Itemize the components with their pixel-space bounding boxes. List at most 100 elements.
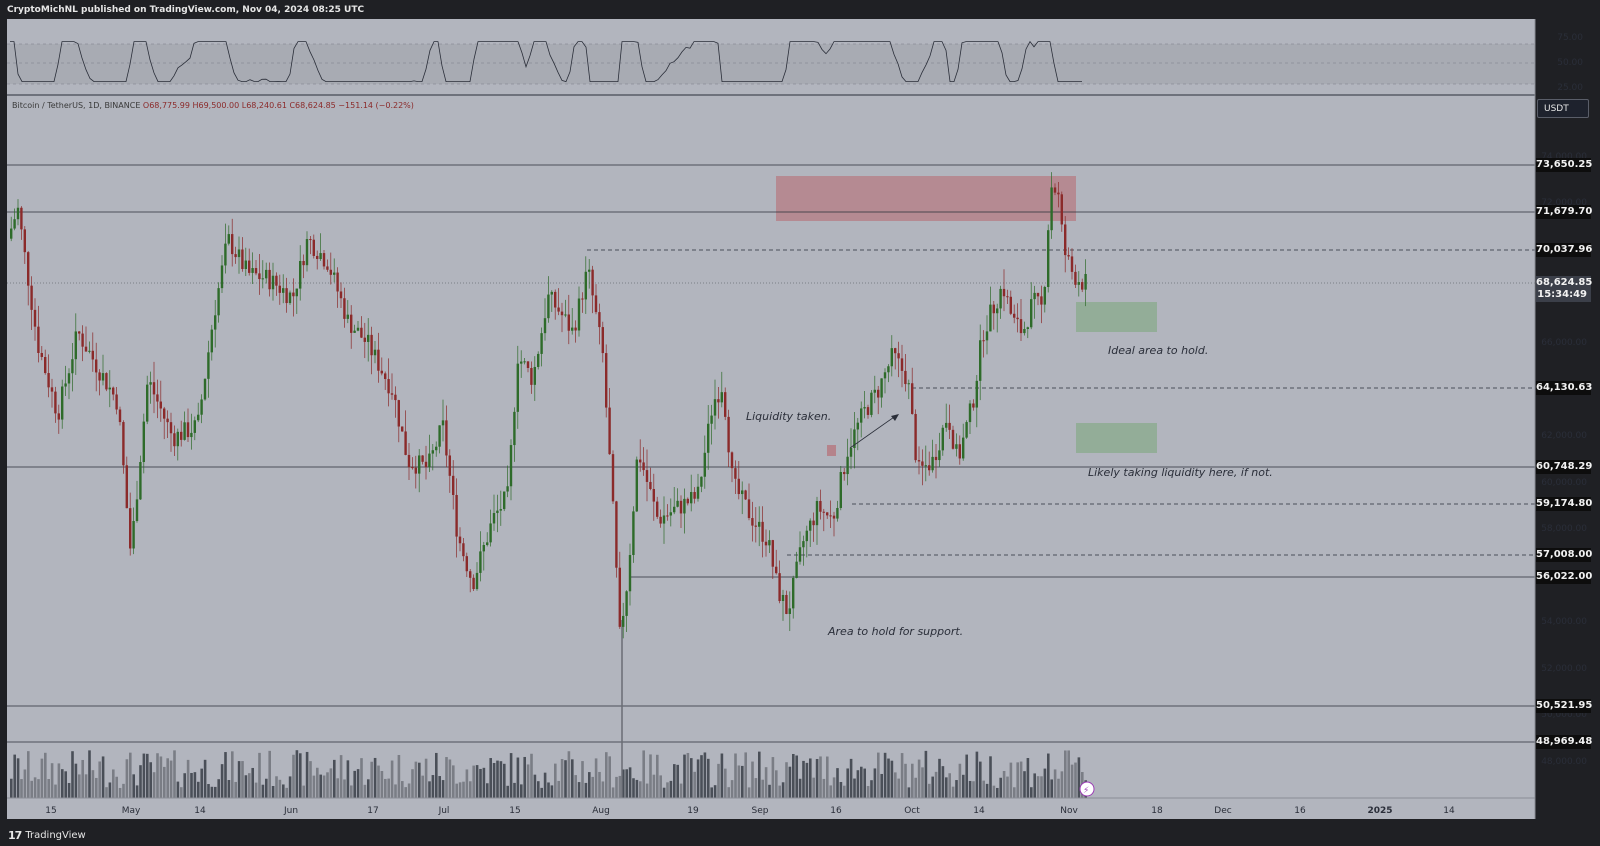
volume-bar: [363, 784, 367, 798]
candle-body: [438, 425, 441, 447]
lightning-icon[interactable]: [1079, 781, 1095, 797]
candle-body: [849, 448, 853, 457]
time-label: 16: [1294, 806, 1306, 816]
volume-bar: [81, 759, 84, 798]
currency-button[interactable]: USDT: [1537, 99, 1589, 118]
candle-body: [625, 591, 628, 616]
candle-body: [258, 273, 261, 280]
candle-body: [941, 427, 944, 451]
candle-body: [897, 353, 900, 359]
candle-body: [431, 450, 434, 454]
volume-bar: [186, 759, 190, 798]
volume-bar: [129, 752, 132, 798]
volume-bar: [938, 758, 941, 798]
candle-body: [326, 266, 329, 270]
volume-bar: [397, 754, 401, 798]
candle-body: [275, 275, 278, 286]
time-label: May: [121, 806, 141, 816]
candle-body: [713, 399, 717, 416]
candle-body: [564, 314, 567, 316]
candle-body: [159, 401, 162, 409]
tradingview-logo[interactable]: 17 TradingView: [8, 825, 86, 846]
volume-bar: [1070, 764, 1074, 798]
volume-bar: [370, 761, 373, 798]
volume-bar: [560, 758, 564, 798]
volume-bar: [781, 782, 785, 798]
volume-bar: [1006, 776, 1009, 798]
candle-body: [411, 467, 414, 469]
volume-bar: [67, 782, 71, 798]
volume-bar: [968, 780, 972, 798]
volume-bar: [241, 761, 244, 798]
candle-body: [747, 499, 751, 519]
volume-bar: [220, 764, 224, 798]
volume-bar: [1013, 787, 1016, 798]
volume-bar: [679, 783, 683, 798]
candle-body: [479, 551, 482, 573]
volume-bar: [506, 785, 509, 798]
volume-bar: [200, 768, 203, 798]
volume-bar: [856, 770, 860, 798]
candle-body: [700, 476, 703, 487]
volume-bars: [10, 620, 1087, 798]
candle-body: [30, 285, 33, 310]
volume-bar: [683, 754, 686, 798]
candle-body: [251, 268, 254, 273]
volume-bar: [210, 786, 214, 798]
volume-bar: [659, 775, 662, 798]
candle-body: [234, 254, 237, 258]
volume-bar: [1067, 750, 1070, 798]
volume-bar: [265, 778, 268, 798]
candle-body: [537, 353, 540, 367]
volume-bar: [666, 782, 669, 798]
volume-bar: [54, 784, 57, 798]
candle-body: [598, 312, 601, 328]
candle-body: [669, 512, 672, 516]
candle-body: [822, 511, 825, 513]
level-label-70037: 70,037.96: [1536, 243, 1593, 257]
volume-bar: [819, 756, 822, 798]
annotation-support-area: Area to hold for support.: [828, 625, 964, 638]
volume-bar: [788, 766, 792, 798]
volume-bar: [523, 756, 526, 798]
candle-body: [397, 400, 400, 427]
candle-body: [809, 520, 812, 531]
candle-body: [1057, 192, 1060, 195]
candle-body: [1040, 296, 1043, 305]
candle-body: [642, 462, 645, 471]
candle-body: [452, 475, 455, 495]
candle-body: [883, 372, 887, 379]
volume-bar: [496, 760, 499, 798]
volume-bar: [282, 784, 285, 798]
volume-bar: [829, 785, 832, 798]
volume-bar: [928, 783, 931, 798]
volume-bar: [244, 775, 248, 798]
volume-bar: [537, 781, 540, 798]
volume-bar: [662, 787, 666, 798]
candle-body: [1070, 256, 1074, 272]
rsi-axis-50: 50.00: [1557, 58, 1583, 68]
volume-bar: [727, 787, 730, 798]
volume-bar: [839, 781, 843, 798]
volume-bar: [625, 769, 628, 798]
annotation-likely-liquidity: Likely taking liquidity here, if not.: [1088, 466, 1273, 479]
candle-body: [445, 420, 448, 456]
volume-bar: [700, 755, 703, 798]
volume-bar: [431, 775, 435, 798]
candle-body: [1077, 282, 1080, 285]
volume-bar: [741, 765, 744, 798]
volume-bar: [846, 768, 849, 798]
candle-body: [173, 433, 176, 447]
volume-bar: [251, 767, 254, 798]
rsi-band: [7, 44, 1535, 84]
candle-body: [877, 389, 880, 398]
candle-body: [543, 318, 547, 334]
volume-bar: [217, 779, 220, 798]
volume-bar: [411, 769, 414, 798]
annotation-arrow: [849, 414, 898, 449]
candle-body: [339, 291, 343, 299]
volume-bar: [428, 781, 431, 798]
chart-area[interactable]: [7, 19, 1535, 819]
candle-body: [870, 392, 873, 415]
